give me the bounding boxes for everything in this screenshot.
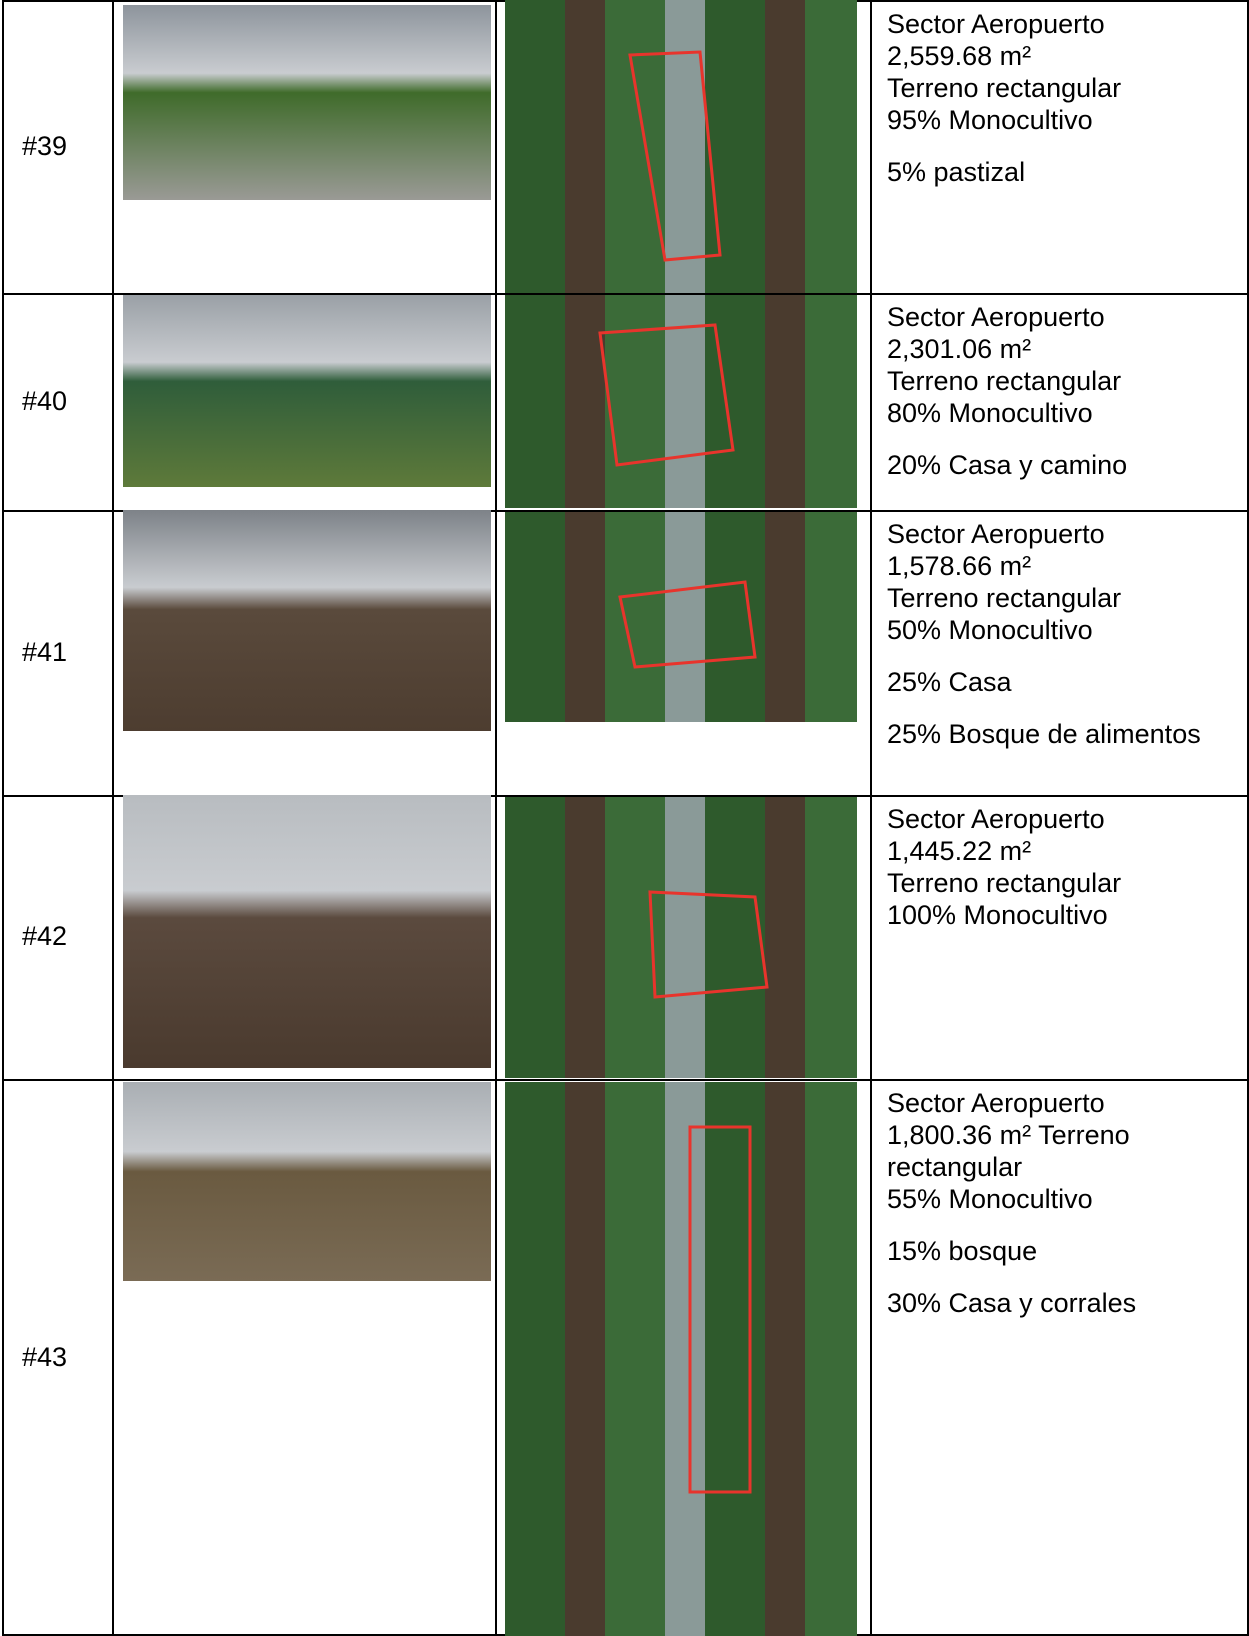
satellite-image — [505, 0, 857, 293]
description-line: 1,445.22 m² — [887, 836, 1032, 866]
site-photo — [123, 795, 491, 1068]
description-line: 80% Monocultivo — [887, 398, 1093, 428]
description-extra: 25% Bosque de alimentos — [887, 719, 1201, 749]
satellite-image — [505, 1082, 857, 1636]
description-line: Terreno rectangular — [887, 73, 1122, 103]
row-id: #42 — [22, 921, 68, 951]
description-line: 50% Monocultivo — [887, 615, 1093, 645]
row-id: #39 — [22, 130, 68, 161]
row-id: #40 — [22, 385, 68, 416]
description-line: Sector Aeropuerto — [887, 1088, 1105, 1118]
description-line: 2,301.06 m² — [887, 334, 1032, 364]
plot-outline — [688, 1125, 752, 1494]
description-line: Sector Aeropuerto — [887, 519, 1105, 549]
description-extra: 30% Casa y corrales — [887, 1288, 1137, 1318]
row-border — [2, 510, 1248, 512]
description-line: Terreno rectangular — [887, 583, 1122, 613]
row-border — [2, 293, 1248, 295]
site-photo — [123, 510, 491, 731]
plot-boundary — [598, 323, 735, 467]
col-border — [870, 0, 872, 1636]
plot-boundary — [618, 580, 757, 669]
plot-boundary — [688, 1125, 752, 1494]
description: Sector Aeropuerto 1,800.36 m² Terreno rec… — [887, 1087, 1232, 1319]
description-line: 1,800.36 m² Terreno rectangular — [887, 1120, 1130, 1182]
site-photo — [123, 1082, 491, 1281]
satellite-image — [505, 512, 857, 722]
row-id: #41 — [22, 636, 68, 667]
col-border — [495, 0, 497, 1636]
site-photo — [123, 295, 491, 487]
description-extra: 5% pastizal — [887, 157, 1026, 187]
description-line: 2,559.68 m² — [887, 41, 1032, 71]
description-line: Terreno rectangular — [887, 868, 1122, 898]
site-photo — [123, 5, 491, 200]
plot-boundary — [628, 50, 722, 262]
row-id: #43 — [22, 1341, 68, 1372]
description-line: 100% Monocultivo — [887, 900, 1108, 930]
description-line: Sector Aeropuerto — [887, 302, 1105, 332]
col-border — [2, 0, 4, 1636]
plot-outline — [618, 580, 757, 669]
description-extra: 20% Casa y camino — [887, 450, 1128, 480]
description-extra: 15% bosque — [887, 1236, 1038, 1266]
plot-outline — [628, 50, 722, 262]
description-line: Sector Aeropuerto — [887, 804, 1105, 834]
plot-outline — [598, 323, 735, 467]
description-extra: 25% Casa — [887, 667, 1012, 697]
plot-outline — [648, 890, 769, 999]
col-border — [112, 0, 114, 1636]
description: Sector Aeropuerto 1,578.66 m² Terreno rect… — [887, 518, 1232, 750]
description: Sector Aeropuerto 2,301.06 m² Terreno rect… — [887, 301, 1232, 481]
description: Sector Aeropuerto 1,445.22 m² Terreno rect… — [887, 803, 1232, 931]
description-line: 1,578.66 m² — [887, 551, 1032, 581]
description-line: Sector Aeropuerto — [887, 9, 1105, 39]
satellite-image — [505, 295, 857, 508]
description-line: 95% Monocultivo — [887, 105, 1093, 135]
description-line: 55% Monocultivo — [887, 1184, 1093, 1214]
plot-boundary — [648, 890, 769, 999]
satellite-image — [505, 797, 857, 1078]
col-border — [1247, 0, 1249, 1636]
description: Sector Aeropuerto 2,559.68 m² Terreno rect… — [887, 8, 1232, 188]
row-border — [2, 795, 1248, 797]
description-line: Terreno rectangular — [887, 366, 1122, 396]
row-border — [2, 1079, 1248, 1081]
